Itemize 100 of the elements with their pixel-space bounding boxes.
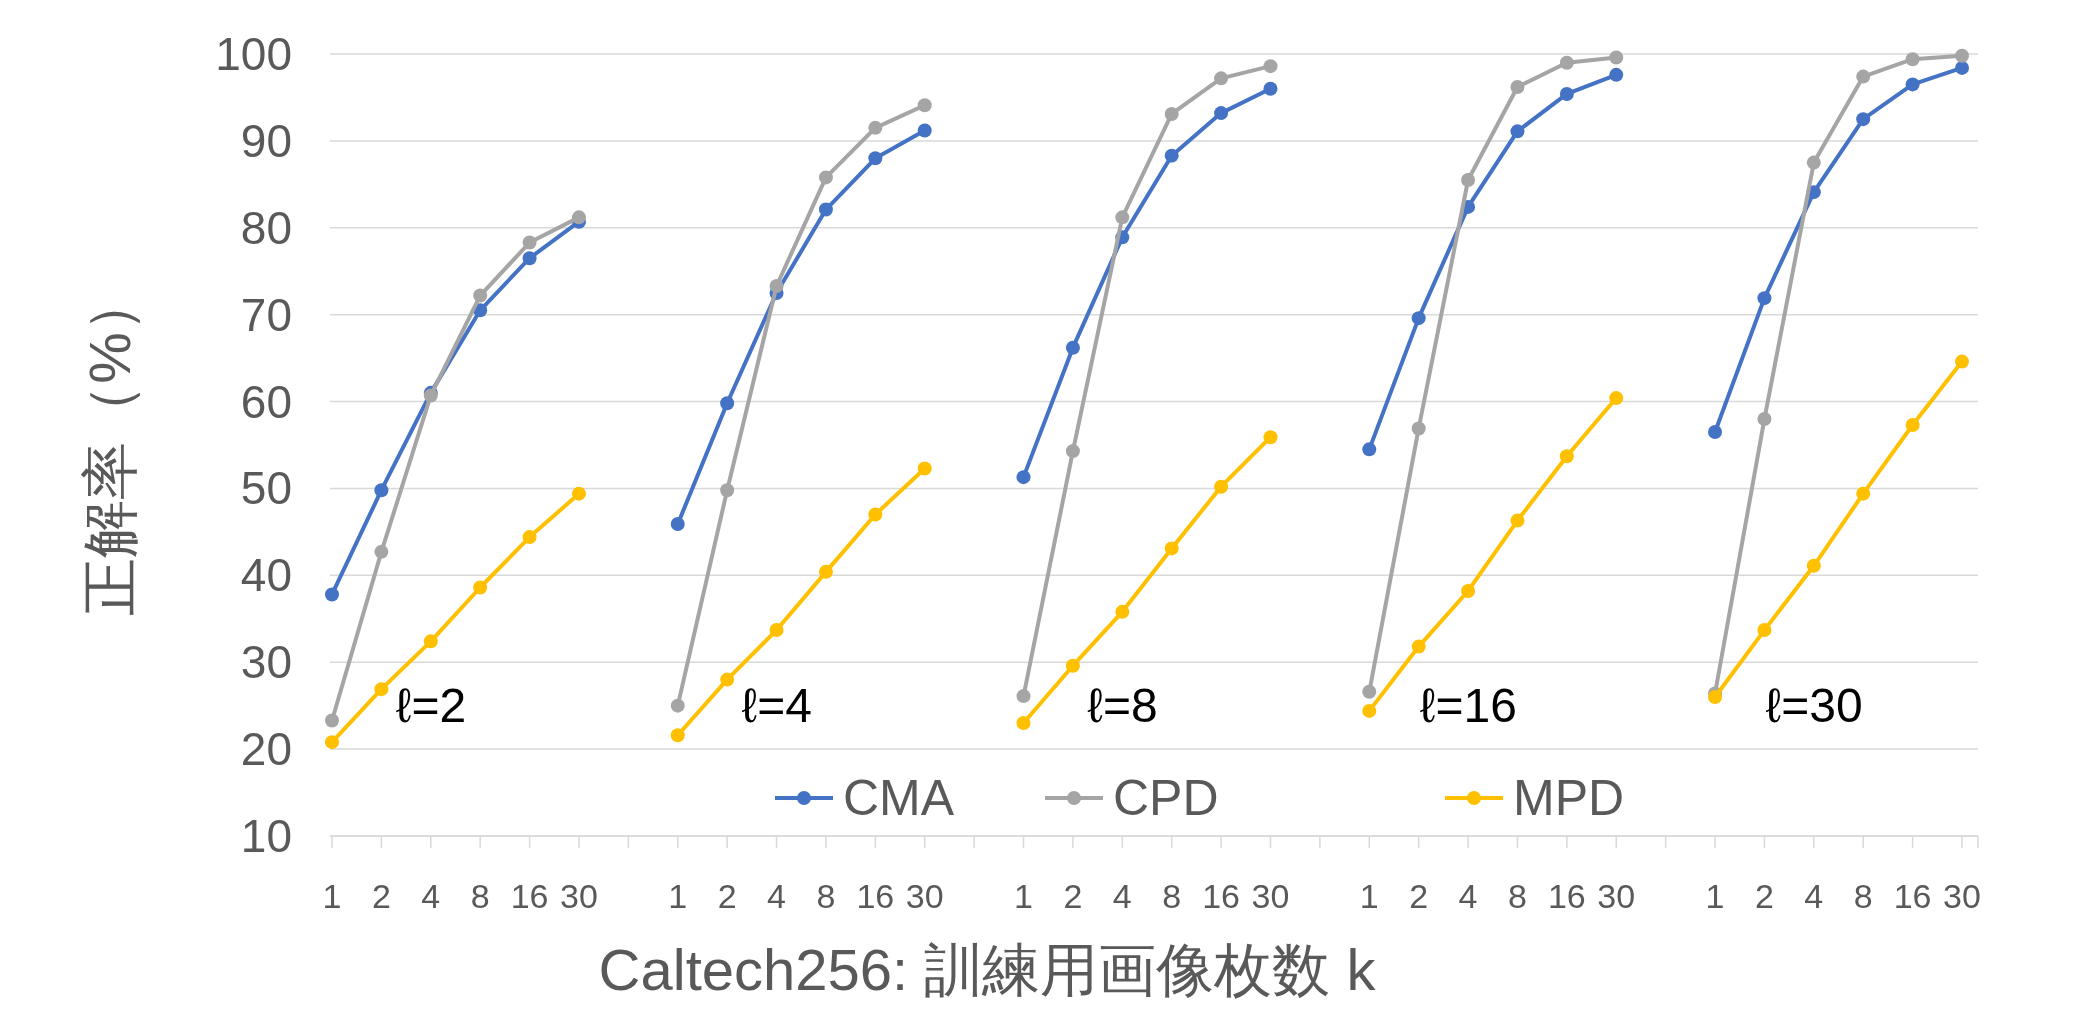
- point: [1609, 391, 1624, 406]
- y-tick-label: 80: [240, 201, 292, 254]
- y-tick-label: 20: [240, 723, 292, 776]
- y-tick-label: 60: [240, 375, 292, 428]
- x-tick-label: 1: [1014, 877, 1033, 915]
- x-tick-label: 8: [816, 877, 836, 915]
- point: [1016, 470, 1031, 485]
- point: [1016, 689, 1031, 704]
- point: [473, 580, 488, 595]
- point: [1115, 210, 1130, 225]
- point: [1411, 311, 1426, 326]
- point: [1411, 421, 1426, 436]
- point: [1164, 106, 1179, 121]
- point: [1115, 604, 1130, 619]
- point: [325, 735, 339, 750]
- point: [1757, 623, 1772, 638]
- point: [1065, 658, 1080, 673]
- point: [1263, 430, 1278, 445]
- y-tick-label: 40: [240, 549, 292, 602]
- point: [325, 587, 339, 602]
- point: [374, 682, 389, 697]
- y-tick-label: 100: [215, 28, 292, 80]
- x-axis-title: Caltech256: 訓練用画像枚数 k: [598, 937, 1377, 1002]
- point: [868, 120, 883, 135]
- point: [1510, 513, 1525, 528]
- x-tick-label: 4: [1112, 877, 1132, 915]
- x-tick-label: 2: [371, 877, 391, 915]
- point: [1214, 106, 1229, 121]
- legend-label: MPD: [1513, 770, 1625, 826]
- point: [522, 530, 537, 545]
- point: [1559, 55, 1574, 70]
- point: [818, 170, 833, 185]
- point: [1559, 449, 1574, 464]
- x-tick-label: 16: [1202, 877, 1241, 915]
- point: [1609, 67, 1624, 82]
- point: [1806, 558, 1821, 573]
- x-tick-label: 2: [1409, 877, 1429, 915]
- point: [917, 98, 932, 113]
- point: [769, 623, 784, 638]
- point: [423, 634, 438, 649]
- point: [1510, 80, 1525, 95]
- point: [1362, 684, 1377, 699]
- point: [1164, 148, 1179, 163]
- point: [1905, 52, 1920, 67]
- point: [522, 251, 537, 266]
- x-tick-label: 2: [1754, 877, 1774, 915]
- y-tick-label: 50: [240, 462, 292, 515]
- x-tick-label: 30: [560, 877, 598, 915]
- point: [1955, 60, 1969, 75]
- point: [720, 396, 735, 411]
- point: [917, 461, 932, 476]
- x-tick-label: 1: [322, 877, 342, 915]
- point: [720, 672, 735, 687]
- y-tick-label: 30: [240, 636, 292, 689]
- point: [374, 483, 389, 498]
- x-tick-label: 1: [668, 877, 688, 915]
- x-tick-label: 30: [1251, 877, 1290, 915]
- legend-label: CMA: [843, 770, 955, 826]
- annotation: ℓ=30: [1765, 679, 1863, 732]
- point: [868, 151, 883, 166]
- point: [1065, 340, 1080, 355]
- point: [1362, 703, 1377, 718]
- x-tick-label: 16: [1547, 877, 1586, 915]
- x-tick-label: 2: [1063, 877, 1083, 915]
- x-tick-label: 1: [1359, 877, 1379, 915]
- point: [522, 235, 537, 250]
- x-tick-label: 4: [421, 877, 441, 915]
- point: [670, 728, 685, 743]
- point: [917, 123, 932, 138]
- point: [1757, 411, 1772, 426]
- point: [1559, 86, 1574, 101]
- point: [1708, 424, 1723, 439]
- point: [818, 564, 833, 579]
- x-tick-label: 16: [856, 877, 895, 915]
- x-tick-label: 30: [1597, 877, 1636, 915]
- point: [1856, 112, 1871, 127]
- point: [1757, 291, 1772, 306]
- y-tick-label: 90: [240, 114, 292, 167]
- point: [571, 210, 586, 225]
- x-tick-label: 30: [905, 877, 944, 915]
- x-tick-label: 30: [1943, 877, 1981, 915]
- point: [1065, 444, 1080, 459]
- x-tick-label: 8: [1507, 877, 1527, 915]
- annotation: ℓ=4: [741, 679, 812, 732]
- point: [1461, 583, 1476, 598]
- point: [374, 544, 389, 559]
- point: [720, 483, 735, 498]
- x-tick-label: 4: [1804, 877, 1824, 915]
- y-axis-title: 正解率（%）: [77, 274, 142, 616]
- point: [769, 278, 784, 293]
- x-tick-label: 8: [470, 877, 490, 915]
- point: [1905, 418, 1920, 433]
- point: [670, 698, 685, 713]
- point: [1016, 716, 1031, 731]
- point: [818, 202, 833, 217]
- point: [868, 507, 883, 522]
- y-tick-label: 70: [240, 288, 292, 341]
- point: [1510, 124, 1525, 139]
- legend-label: CPD: [1113, 770, 1219, 826]
- x-tick-label: 2: [717, 877, 737, 915]
